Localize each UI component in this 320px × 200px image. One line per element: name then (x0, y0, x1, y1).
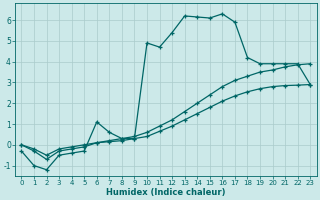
X-axis label: Humidex (Indice chaleur): Humidex (Indice chaleur) (106, 188, 226, 197)
